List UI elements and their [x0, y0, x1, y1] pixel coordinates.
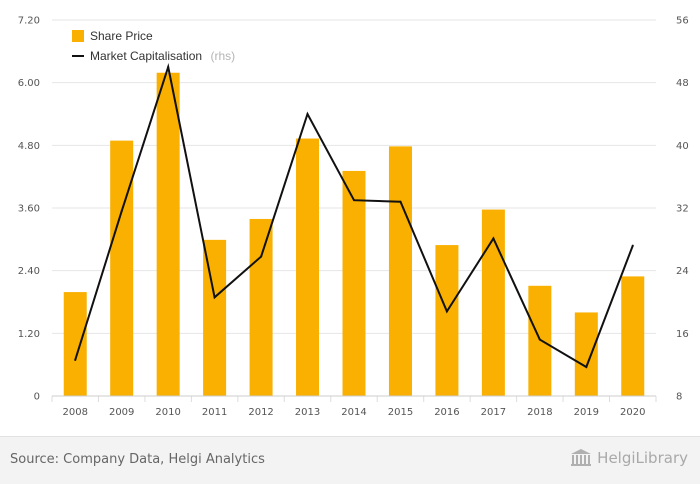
brand-name: HelgiLibrary — [597, 449, 688, 467]
brand-logo[interactable]: HelgiLibrary — [570, 449, 688, 467]
bar-2019 — [574, 312, 598, 396]
bar-2008 — [63, 292, 87, 396]
bar-2013 — [296, 138, 320, 397]
x-tick-label: 2018 — [527, 407, 552, 418]
combo-chart: 01.202.403.604.806.007.20 8162432404856 … — [18, 16, 689, 419]
building-icon — [571, 449, 592, 466]
x-tick-label: 2014 — [341, 407, 366, 418]
bar-2010 — [156, 72, 180, 396]
market-cap-point-2015 — [399, 200, 402, 203]
left-tick-label: 4.80 — [18, 141, 40, 152]
bar-2016 — [435, 245, 459, 396]
right-tick-label: 48 — [676, 78, 689, 89]
right-axis-ticks: 8 16 24 32 40 48 56 — [676, 16, 689, 403]
x-tick-label: 2011 — [202, 407, 227, 418]
market-cap-point-2014 — [353, 199, 355, 202]
market-cap-point-2012 — [260, 255, 263, 258]
right-tick-label: 24 — [676, 266, 689, 277]
right-tick-label: 32 — [676, 204, 689, 215]
bar-2009 — [110, 140, 134, 396]
x-tick-label: 2016 — [434, 407, 459, 418]
market-cap-point-2020 — [631, 244, 634, 247]
x-tick-label: 2013 — [295, 407, 320, 418]
market-cap-line — [74, 63, 634, 369]
left-tick-label: 0 — [34, 392, 40, 403]
x-tick-label: 2019 — [574, 407, 599, 418]
market-cap-point-2011 — [213, 296, 216, 299]
x-tick-label: 2020 — [620, 407, 645, 418]
right-tick-label: 8 — [676, 392, 682, 403]
market-cap-point-2009 — [120, 210, 123, 213]
x-tick-label: 2008 — [63, 407, 88, 418]
x-tick-label: 2009 — [109, 407, 134, 418]
left-axis-ticks: 0 1.20 2.40 3.60 4.80 6.00 7.20 — [18, 16, 40, 403]
left-tick-label: 2.40 — [18, 266, 40, 277]
market-cap-point-2019 — [585, 366, 588, 369]
source-note: Source: Company Data, Helgi Analytics — [10, 452, 265, 467]
right-tick-label: 16 — [676, 329, 689, 340]
legend-label-market-cap: Market Capitalisation (rhs) — [90, 47, 235, 64]
legend-label-market-cap-note: (rhs) — [211, 49, 236, 63]
legend-swatch-share-price — [72, 30, 84, 42]
left-tick-label: 6.00 — [18, 78, 40, 89]
left-tick-label: 7.20 — [18, 16, 40, 27]
legend-label-market-cap-name: Market Capitalisation — [90, 49, 202, 63]
right-tick-label: 40 — [676, 141, 689, 152]
x-axis: 2008 2009 2010 2011 2012 2013 2014 2015 2016 2017… — [52, 395, 656, 418]
share-price-bars — [63, 72, 645, 397]
bar-2015 — [388, 146, 412, 396]
bar-2018 — [528, 285, 552, 396]
market-cap-point-2010 — [167, 66, 170, 68]
left-tick-label: 3.60 — [18, 204, 40, 215]
x-tick-label: 2015 — [388, 407, 413, 418]
x-tick-label: 2010 — [155, 407, 180, 418]
legend-label-share-price: Share Price — [90, 29, 153, 43]
footer: Source: Company Data, Helgi Analytics He… — [0, 436, 700, 484]
x-tick-label: 2012 — [248, 407, 273, 418]
bar-2011 — [203, 239, 227, 396]
right-tick-label: 56 — [676, 16, 689, 27]
market-cap-point-2013 — [306, 113, 309, 115]
x-tick-label: 2017 — [481, 407, 506, 418]
market-cap-point-2008 — [74, 358, 77, 361]
bar-2020 — [621, 276, 645, 396]
bar-2014 — [342, 170, 366, 396]
bar-2017 — [481, 209, 505, 396]
market-cap-point-2016 — [445, 310, 448, 313]
market-cap-point-2018 — [538, 338, 541, 341]
bar-2012 — [249, 218, 273, 396]
market-cap-point-2017 — [492, 237, 495, 240]
left-tick-label: 1.20 — [18, 329, 40, 340]
legend: Share Price Market Capitalisation (rhs) — [72, 29, 235, 64]
